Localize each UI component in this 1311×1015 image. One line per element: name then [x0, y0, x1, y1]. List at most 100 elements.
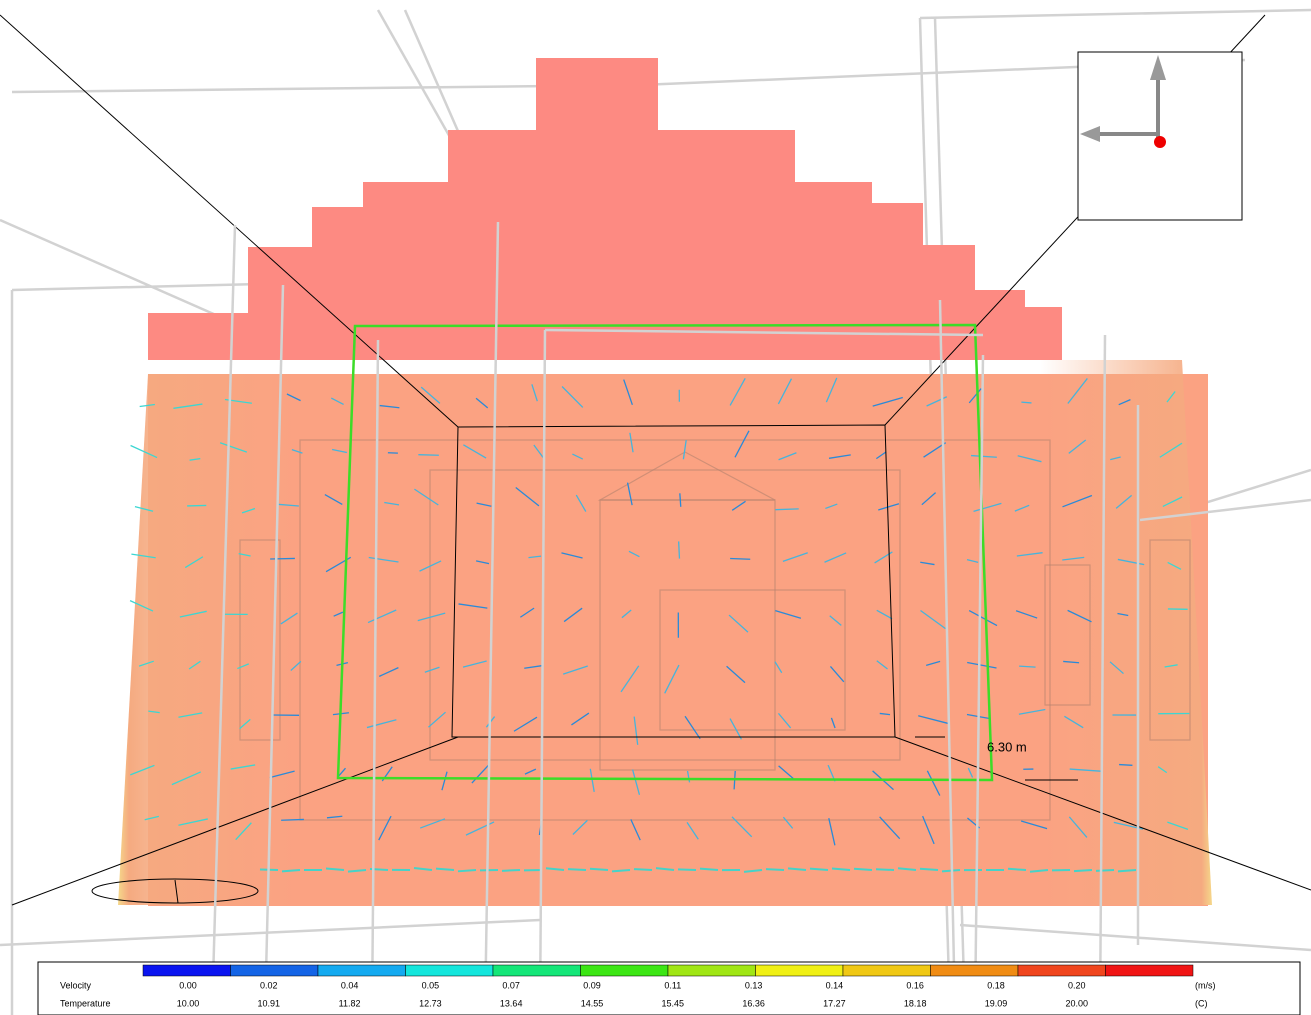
vector-arrow	[528, 555, 542, 559]
vector-arrow	[1109, 661, 1124, 675]
vector-arrow	[684, 715, 701, 740]
vector-arrow	[531, 384, 538, 402]
vector-arrow	[920, 609, 946, 630]
legend-swatch	[142, 964, 231, 977]
vector-arrow	[571, 712, 590, 726]
legend-value: 0.18	[987, 980, 1005, 990]
vector-arrow	[1117, 558, 1145, 566]
vector-arrow	[728, 614, 749, 633]
legend-value: 15.45	[662, 998, 685, 1008]
legend-swatch	[1017, 964, 1106, 977]
vector-arrow	[1015, 610, 1038, 619]
vector-arrow	[1014, 504, 1030, 512]
legend-swatch	[405, 964, 494, 977]
vector-arrow	[291, 448, 303, 454]
vector-arrow	[1166, 391, 1176, 403]
vector-arrow	[326, 815, 343, 819]
vector-arrow	[561, 552, 583, 559]
vector-arrow	[325, 867, 345, 871]
vector-arrow	[589, 867, 609, 871]
legend-value: 12.73	[419, 998, 442, 1008]
legend-value: 0.05	[422, 980, 440, 990]
vector-arrow	[419, 818, 446, 829]
legend-value: 0.04	[341, 980, 359, 990]
vector-arrow	[878, 503, 900, 511]
vector-arrow	[575, 494, 587, 512]
vector-arrow	[876, 660, 888, 670]
legend-value: 0.00	[179, 980, 197, 990]
vector-arrow	[465, 821, 495, 836]
vector-arrow	[1018, 708, 1046, 715]
vector-arrow	[726, 665, 746, 684]
vector-arrow	[269, 770, 295, 779]
vector-arrow	[1159, 442, 1183, 458]
legend-value: 10.00	[177, 998, 200, 1008]
vector-arrow	[330, 397, 344, 406]
vector-arrow	[679, 493, 682, 507]
vector-arrow	[475, 397, 489, 409]
vector-arrow	[775, 609, 802, 619]
vector-arrow	[1095, 869, 1115, 872]
vector-arrow	[463, 444, 487, 459]
legend-swatch	[317, 964, 406, 977]
vector-arrow	[435, 867, 455, 871]
temperature-plane-upper	[148, 58, 1062, 360]
vector-arrow	[853, 867, 873, 871]
legend-value: 17.27	[823, 998, 846, 1008]
vector-arrow	[366, 719, 397, 729]
axis-triad	[1077, 51, 1243, 221]
legend-unit: (C)	[1195, 998, 1208, 1008]
vector-arrow	[563, 607, 583, 623]
vector-arrow	[1020, 820, 1048, 830]
selection-box[interactable]	[336, 323, 994, 782]
vector-arrow	[967, 661, 997, 669]
vector-arrow	[778, 765, 794, 779]
vector-arrow	[829, 666, 845, 683]
legend-value: 13.64	[500, 998, 523, 1008]
vector-arrow	[131, 553, 156, 559]
vector-arrow	[828, 818, 836, 846]
vector-arrow	[367, 609, 397, 624]
vector-arrow	[524, 665, 542, 669]
vector-arrow	[922, 815, 935, 845]
vector-arrow	[677, 868, 697, 871]
vector-arrow	[620, 665, 640, 693]
vector-arrow	[524, 768, 537, 775]
legend-swatch	[842, 964, 931, 977]
temperature-plane	[148, 374, 1208, 906]
legend-value: 0.20	[1068, 980, 1086, 990]
vector-arrow	[378, 815, 392, 841]
vector-arrow	[184, 556, 204, 569]
vector-arrow	[611, 869, 631, 873]
legend-value: 0.13	[745, 980, 763, 990]
vector-arrow	[925, 660, 941, 666]
vector-arrow	[629, 432, 634, 453]
vector-arrow	[513, 716, 538, 732]
vector-arrow	[699, 867, 719, 871]
vector-arrow	[1068, 816, 1088, 838]
vector-arrow	[420, 386, 441, 404]
wireframe-front	[0, 221, 1311, 1015]
vector-arrow	[280, 612, 298, 625]
vector-arrow	[471, 764, 489, 784]
vector-arrow	[572, 819, 588, 835]
vector-arrow	[462, 660, 487, 668]
vector-arrow	[623, 379, 633, 406]
vector-arrow	[778, 452, 797, 461]
vector-arrow	[876, 609, 893, 620]
vector-arrow	[897, 867, 917, 871]
vector-arrow	[966, 558, 979, 563]
vector-arrow	[968, 609, 998, 627]
vector-arrow	[731, 816, 753, 838]
vector-arrow	[368, 556, 399, 563]
vector-arrow	[1167, 561, 1182, 570]
vector-arrow	[809, 867, 829, 871]
vector-arrow	[476, 502, 492, 507]
legend-value: 18.18	[904, 998, 927, 1008]
vector-arrow	[919, 867, 939, 871]
vector-arrow	[533, 444, 544, 459]
vector-arrow	[239, 718, 251, 730]
vector-arrow	[1017, 455, 1042, 463]
vector-arrow	[241, 507, 256, 514]
vector-arrow	[664, 664, 680, 694]
